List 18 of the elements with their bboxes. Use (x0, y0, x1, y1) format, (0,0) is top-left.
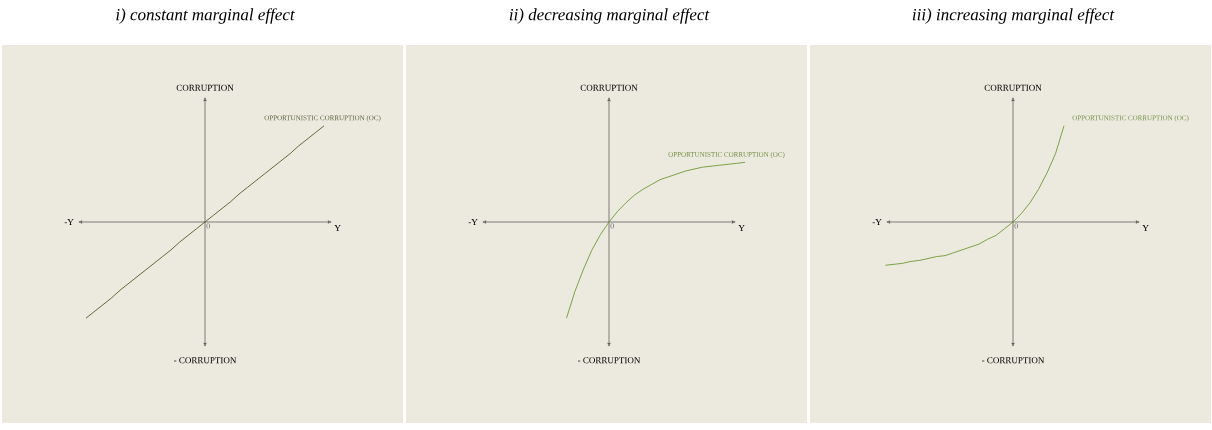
annotation: -Y (64, 219, 74, 225)
annotation: 0 (206, 223, 210, 229)
annotation: -Y (872, 219, 882, 225)
x-axis-title: Y (334, 225, 341, 231)
chart-title: i) constant marginal effect (116, 8, 295, 24)
text: - CORRUPTION (981, 357, 1045, 364)
x-axis-title: Y (1142, 225, 1149, 231)
annotation: 0 (610, 223, 614, 229)
chart-title: iii) increasing marginal effect (912, 8, 1115, 24)
y-axis-title: CORRUPTION (984, 84, 1042, 91)
y-axis-title: CORRUPTION (176, 84, 234, 91)
x-axis-title: Y (738, 225, 745, 231)
text: - CORRUPTION (173, 357, 237, 364)
annotation: 0 (1014, 223, 1018, 229)
annotation: -Y (468, 219, 478, 225)
text: - CORRUPTION (577, 357, 641, 364)
y-axis-title: CORRUPTION (580, 84, 638, 91)
chart-title: ii) decreasing marginal effect (509, 8, 710, 24)
